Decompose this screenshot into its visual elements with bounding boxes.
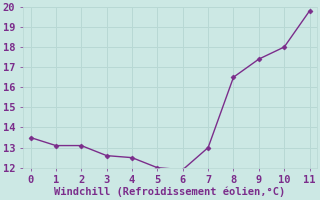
X-axis label: Windchill (Refroidissement éolien,°C): Windchill (Refroidissement éolien,°C) <box>54 187 286 197</box>
